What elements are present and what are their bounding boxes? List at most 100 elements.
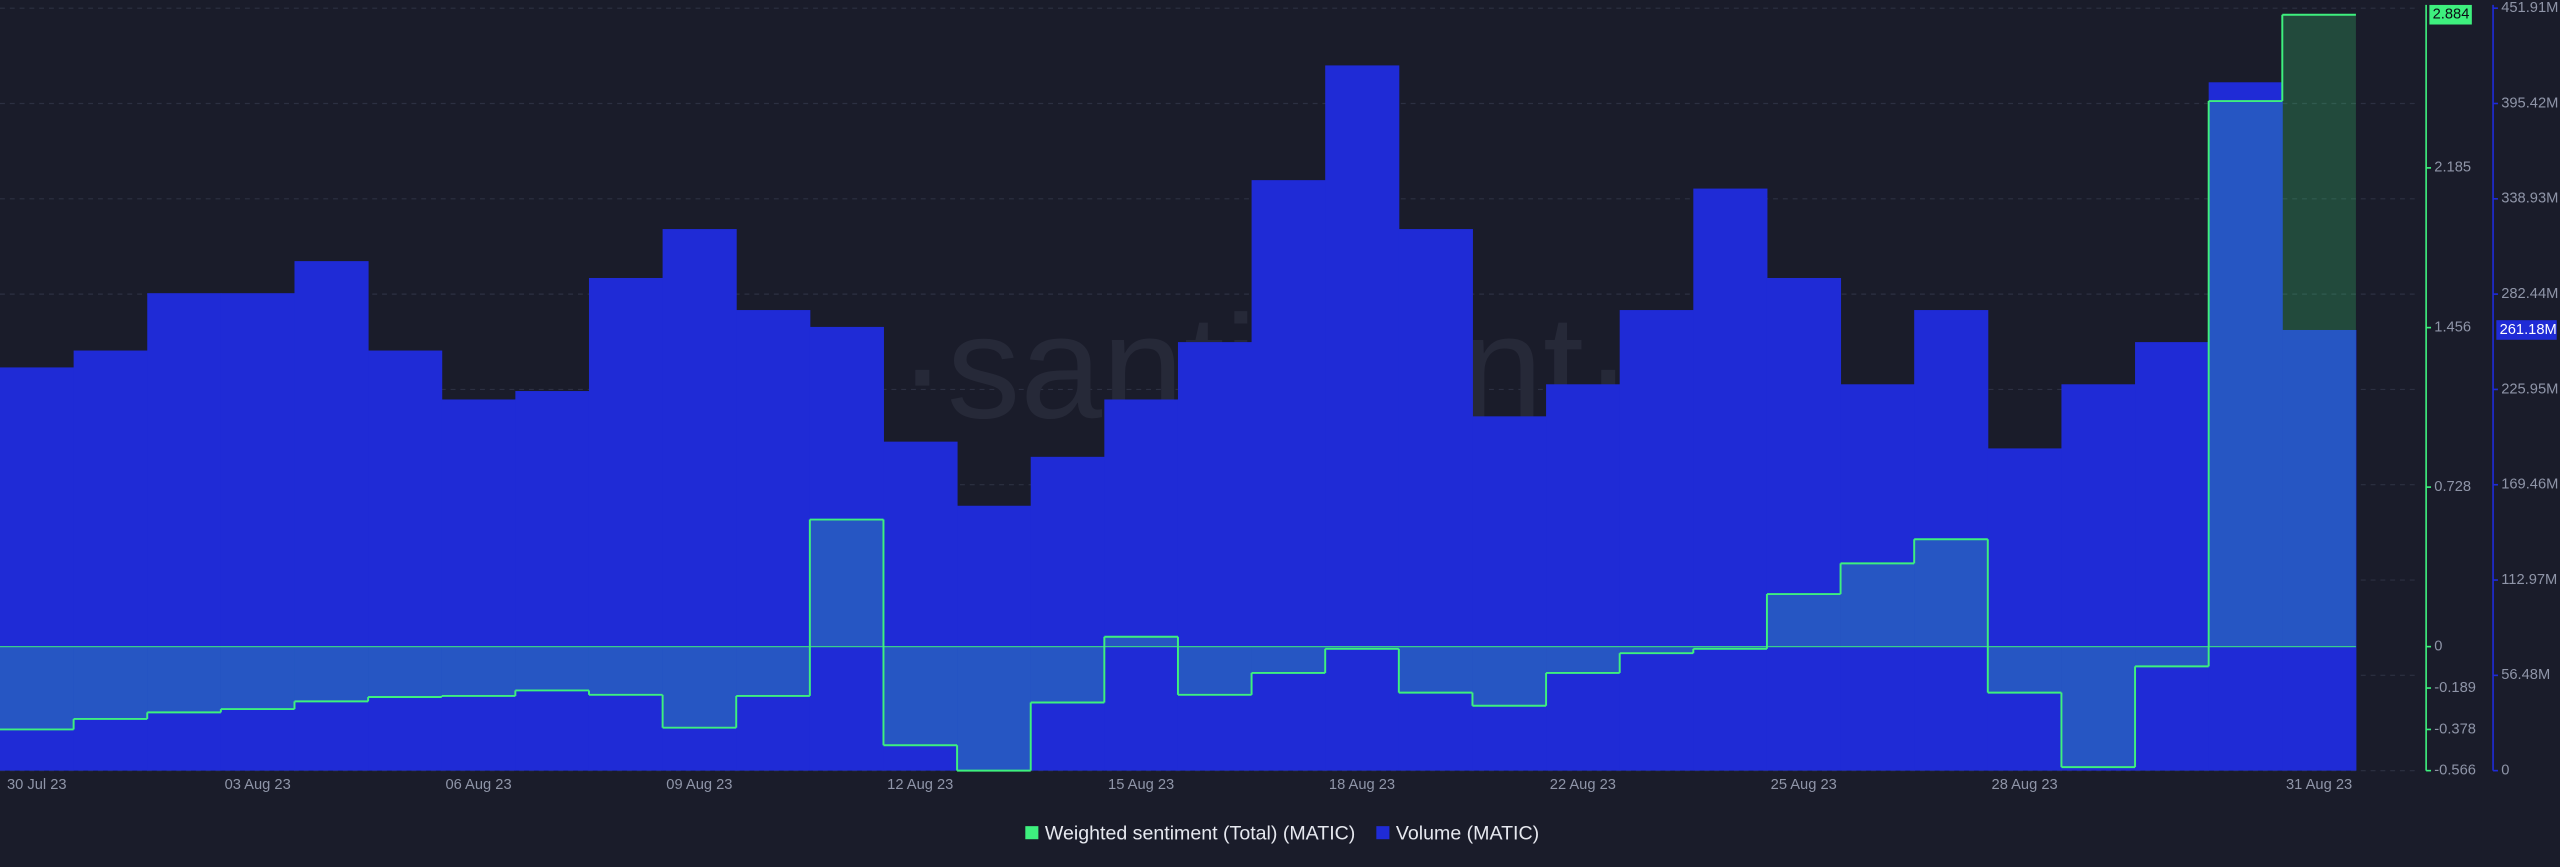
- sentiment-area: [2208, 101, 2283, 647]
- sentiment-area: [1472, 646, 1547, 706]
- x-tick-label: 06 Aug 23: [445, 777, 511, 793]
- last-value-label: 261.18M: [2500, 322, 2557, 338]
- volume-bar: [1546, 384, 1621, 771]
- volume-bar: [883, 441, 958, 771]
- y2-tick-label: 225.95M: [2501, 381, 2558, 397]
- volume-bar: [2282, 329, 2357, 771]
- y-tick-label: 0.728: [2434, 479, 2471, 495]
- x-tick-label: 12 Aug 23: [887, 777, 953, 793]
- sentiment-area: [1177, 646, 1252, 695]
- sentiment-area: [1619, 646, 1694, 654]
- sentiment-area: [1693, 646, 1767, 649]
- volume-bar: [2135, 342, 2210, 771]
- last-value-label: 2.884: [2433, 7, 2470, 23]
- x-tick-label: 25 Aug 23: [1771, 777, 1837, 793]
- volume-bar: [1914, 310, 1989, 771]
- sentiment-area: [1840, 563, 1915, 647]
- volume-bar: [73, 350, 148, 771]
- volume-bar: [294, 261, 369, 771]
- y-tick-label: -0.378: [2434, 721, 2476, 737]
- sentiment-area: [441, 646, 516, 696]
- sentiment-area: [368, 646, 442, 698]
- sentiment-area: [809, 519, 884, 647]
- sentiment-area: [220, 646, 295, 710]
- sentiment-area: [736, 646, 810, 696]
- x-tick-label: 09 Aug 23: [666, 777, 732, 793]
- y2-tick-label: 112.97M: [2501, 572, 2557, 588]
- sentiment-area: [662, 646, 737, 728]
- last-value-badge: [2429, 4, 2472, 25]
- legend-swatch: [1025, 826, 1039, 840]
- y-tick-label: -0.189: [2434, 680, 2476, 696]
- volume-bar: [368, 350, 443, 771]
- volume-bar: [1766, 277, 1842, 771]
- y2-tick-label: 0: [2501, 763, 2509, 779]
- sentiment-area: [1546, 646, 1620, 673]
- volume-bar: [2208, 82, 2283, 771]
- sentiment-area: [883, 646, 958, 746]
- volume-bar: [662, 229, 737, 771]
- x-tick-label: 03 Aug 23: [225, 777, 291, 793]
- y-tick-label: 2.185: [2434, 160, 2471, 176]
- volume-bar: [2061, 384, 2136, 771]
- y2-tick-label: 338.93M: [2501, 191, 2558, 207]
- sentiment-area: [1325, 646, 1399, 649]
- sentiment-area: [2282, 14, 2356, 647]
- x-tick-label: 28 Aug 23: [1992, 777, 2058, 793]
- volume-bar: [515, 391, 590, 771]
- sentiment-area: [515, 646, 589, 691]
- legend-label: Volume (MATIC): [1396, 822, 1539, 844]
- sentiment-area: [1251, 646, 1326, 673]
- sentiment-area: [1914, 539, 1988, 647]
- sentiment-area: [1398, 646, 1473, 693]
- volume-bar: [1398, 229, 1473, 771]
- y2-tick-label: 169.46M: [2501, 477, 2558, 493]
- sentiment-area: [1766, 594, 1841, 647]
- volume-bar: [1325, 65, 1400, 771]
- y-tick-label: 0: [2434, 639, 2442, 655]
- volume-bar: [1840, 384, 1915, 771]
- volume-bar: [1987, 448, 2062, 771]
- volume-bar: [1693, 188, 1768, 771]
- volume-bar: [147, 293, 222, 771]
- volume-bar: [1030, 456, 1105, 771]
- x-tick-label: 30 Jul 23: [7, 777, 67, 793]
- sentiment-area: [73, 646, 148, 719]
- y2-tick-label: 282.44M: [2501, 286, 2558, 302]
- volume-bar: [588, 277, 664, 771]
- y2-tick-label: 56.48M: [2501, 667, 2550, 683]
- volume-bar: [441, 399, 516, 771]
- volume-bar: [0, 367, 75, 771]
- x-tick-label: 18 Aug 23: [1329, 777, 1395, 793]
- y-tick-label: 1.456: [2434, 319, 2471, 335]
- volume-bar: [1104, 399, 1179, 771]
- legend-swatch: [1376, 826, 1390, 840]
- volume-bar: [1619, 310, 1694, 771]
- volume-bar: [1177, 342, 1253, 771]
- sentiment-area: [1104, 636, 1178, 647]
- sentiment-area: [2135, 646, 2209, 667]
- y2-tick-label: 395.42M: [2501, 95, 2558, 111]
- volume-bar: [809, 326, 884, 771]
- y2-tick-label: 451.91M: [2501, 0, 2558, 16]
- volume-bar: [957, 505, 1032, 771]
- sentiment-area: [147, 646, 221, 713]
- sentiment-area: [294, 646, 369, 702]
- sentiment-area: [1987, 646, 2062, 693]
- volume-bar: [1472, 416, 1547, 771]
- sentiment-area: [588, 646, 663, 695]
- x-tick-label: 15 Aug 23: [1108, 777, 1174, 793]
- x-tick-label: 31 Aug 23: [2286, 777, 2352, 793]
- sentiment-area: [2061, 646, 2136, 768]
- x-tick-label: 22 Aug 23: [1550, 777, 1616, 793]
- last-value-badge: [2496, 320, 2557, 340]
- sentiment-area: [0, 646, 74, 730]
- volume-bar: [736, 310, 811, 771]
- volume-bar: [220, 293, 295, 771]
- sentiment-area: [1030, 646, 1105, 703]
- volume-bar: [1251, 180, 1326, 771]
- legend-label: Weighted sentiment (Total) (MATIC): [1045, 822, 1355, 844]
- y-tick-label: -0.566: [2434, 763, 2476, 779]
